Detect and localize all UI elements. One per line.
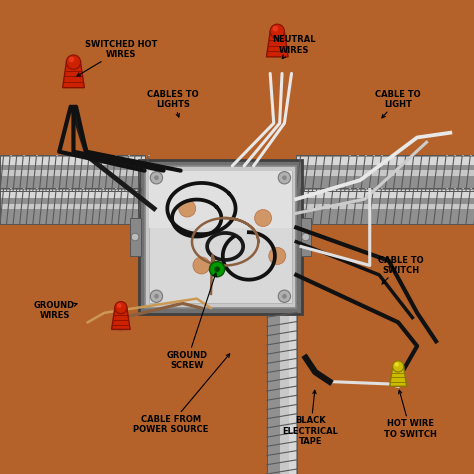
Bar [296, 155, 474, 191]
Text: HOT WIRE
TO SWITCH: HOT WIRE TO SWITCH [383, 390, 437, 438]
Polygon shape [111, 308, 130, 329]
Circle shape [282, 294, 287, 299]
Bar [266, 308, 297, 474]
Circle shape [193, 257, 210, 274]
Polygon shape [266, 31, 288, 57]
Bar [296, 203, 474, 209]
Bar [296, 186, 474, 191]
Circle shape [179, 200, 196, 217]
Circle shape [255, 210, 272, 227]
Bar [149, 171, 292, 228]
Bar [139, 160, 302, 314]
Bar [0, 189, 145, 224]
Text: CABLE TO
SWITCH: CABLE TO SWITCH [378, 256, 423, 284]
Bar [0, 190, 145, 198]
Bar [0, 170, 145, 176]
Bar [0, 155, 145, 191]
Circle shape [154, 294, 159, 299]
Circle shape [394, 362, 399, 366]
Circle shape [131, 233, 139, 241]
Circle shape [278, 290, 291, 302]
Bar [280, 308, 289, 474]
Text: SWITCHED HOT
WIRES: SWITCHED HOT WIRES [77, 40, 157, 76]
Bar [0, 155, 145, 191]
Circle shape [392, 361, 404, 372]
Circle shape [150, 290, 163, 302]
Circle shape [69, 57, 74, 63]
Bar [0, 203, 145, 209]
Circle shape [150, 172, 163, 184]
Bar [296, 189, 474, 224]
Circle shape [154, 175, 159, 180]
Text: BLACK
ELECTRICAL
TAPE: BLACK ELECTRICAL TAPE [283, 390, 338, 446]
Text: CABLE TO
LIGHT: CABLE TO LIGHT [375, 90, 421, 118]
Bar [0, 157, 145, 165]
Polygon shape [63, 62, 84, 88]
Bar [149, 171, 292, 303]
Bar [0, 219, 145, 224]
Bar [296, 170, 474, 176]
Circle shape [269, 247, 286, 264]
Bar [296, 189, 474, 224]
Polygon shape [390, 366, 407, 386]
Bar [145, 166, 296, 308]
Bar [0, 186, 145, 191]
Bar [0, 189, 145, 224]
Text: NEUTRAL
WIRES: NEUTRAL WIRES [272, 36, 316, 59]
Text: CABLE FROM
POWER SOURCE: CABLE FROM POWER SOURCE [133, 354, 230, 434]
Text: CABLES TO
LIGHTS: CABLES TO LIGHTS [147, 90, 199, 117]
Text: GROUND
SCREW: GROUND SCREW [167, 273, 217, 370]
Bar [301, 218, 311, 256]
Bar [266, 308, 274, 474]
Circle shape [282, 175, 287, 180]
Text: GROUND
WIRES: GROUND WIRES [34, 301, 77, 320]
Bar [289, 308, 296, 474]
Circle shape [273, 26, 278, 32]
Bar [296, 155, 474, 191]
Circle shape [214, 266, 220, 272]
Circle shape [210, 262, 225, 277]
Circle shape [115, 301, 127, 314]
Circle shape [270, 24, 284, 38]
Circle shape [66, 55, 81, 69]
Bar [130, 218, 141, 256]
Circle shape [302, 233, 310, 241]
Circle shape [278, 172, 291, 184]
Bar [296, 157, 474, 165]
Bar [266, 308, 297, 474]
Bar [296, 190, 474, 198]
Circle shape [117, 303, 122, 308]
Bar [296, 219, 474, 224]
